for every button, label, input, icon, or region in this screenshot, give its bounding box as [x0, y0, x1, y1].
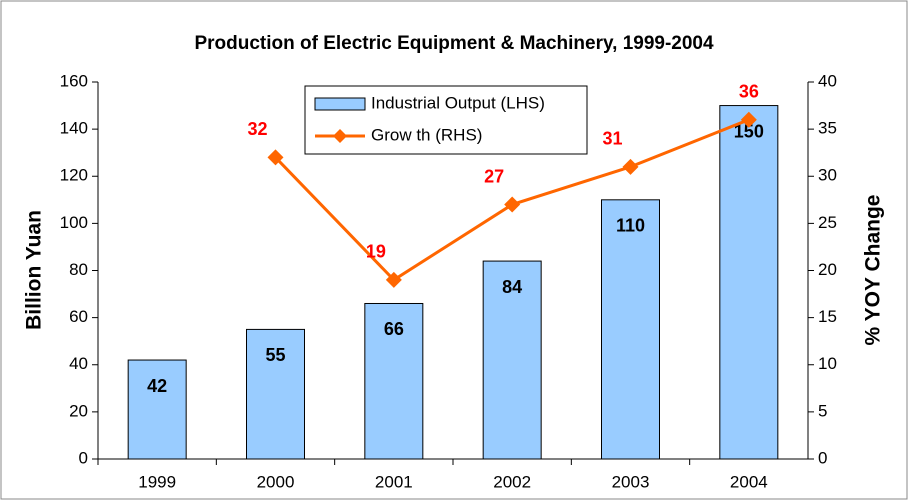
marker — [267, 149, 284, 166]
legend-marker — [333, 129, 347, 143]
y-tick-label: 160 — [60, 71, 88, 90]
x-tick-label: 2000 — [257, 472, 295, 491]
line-value-label: 27 — [484, 166, 504, 186]
y-tick-label: 100 — [60, 213, 88, 232]
bar — [601, 199, 660, 460]
legend-swatch — [314, 97, 366, 111]
x-tick-label: 2001 — [375, 472, 413, 491]
y-axis-title: Billion Yuan — [23, 210, 46, 330]
y2-axis-title: % YOY Change — [862, 195, 885, 346]
chart-title: Production of Electric Equipment & Machi… — [194, 33, 714, 54]
line-value-label: 36 — [739, 81, 759, 101]
line-value-label: 31 — [602, 129, 622, 149]
bar-value-label: 110 — [616, 216, 645, 236]
bar-value-label: 66 — [384, 319, 404, 339]
y2-tick-label: 35 — [818, 119, 837, 138]
bar-value-label: 42 — [147, 376, 167, 396]
x-tick-label: 1999 — [138, 472, 176, 491]
y-tick-label: 20 — [69, 401, 88, 420]
x-tick-label: 2003 — [612, 472, 650, 491]
y-tick-label: 80 — [69, 260, 88, 279]
y-tick-label: 40 — [69, 354, 88, 373]
y2-tick-label: 25 — [818, 213, 837, 232]
legend-label: Industrial Output (LHS) — [371, 93, 545, 112]
y-tick-label: 140 — [60, 119, 88, 138]
marker — [622, 158, 639, 175]
bar-value-label: 150 — [734, 121, 764, 141]
x-tick-label: 2004 — [730, 472, 768, 491]
bar-value-label: 55 — [265, 345, 285, 365]
y2-tick-label: 30 — [818, 166, 837, 185]
y-tick-label: 120 — [60, 166, 88, 185]
bar — [364, 302, 424, 460]
bar-value-label: 84 — [502, 277, 522, 297]
legend-label: Grow th (RHS) — [371, 125, 482, 144]
bar — [719, 105, 779, 460]
bar — [246, 328, 305, 460]
marker — [504, 196, 521, 213]
y-tick-label: 0 — [79, 448, 88, 467]
line-value-label: 32 — [247, 119, 267, 139]
y2-tick-label: 20 — [818, 260, 837, 279]
line-value-label: 19 — [366, 242, 386, 262]
marker — [740, 111, 757, 128]
legend-box — [304, 85, 588, 155]
y2-tick-label: 10 — [818, 354, 837, 373]
marker — [385, 271, 402, 288]
y2-tick-label: 5 — [818, 401, 827, 420]
y-tick-label: 60 — [69, 307, 88, 326]
bar — [482, 260, 542, 460]
y2-tick-label: 40 — [818, 71, 837, 90]
y2-tick-label: 15 — [818, 307, 837, 326]
y2-tick-label: 0 — [818, 448, 827, 467]
x-tick-label: 2002 — [493, 472, 531, 491]
bar — [127, 359, 187, 460]
